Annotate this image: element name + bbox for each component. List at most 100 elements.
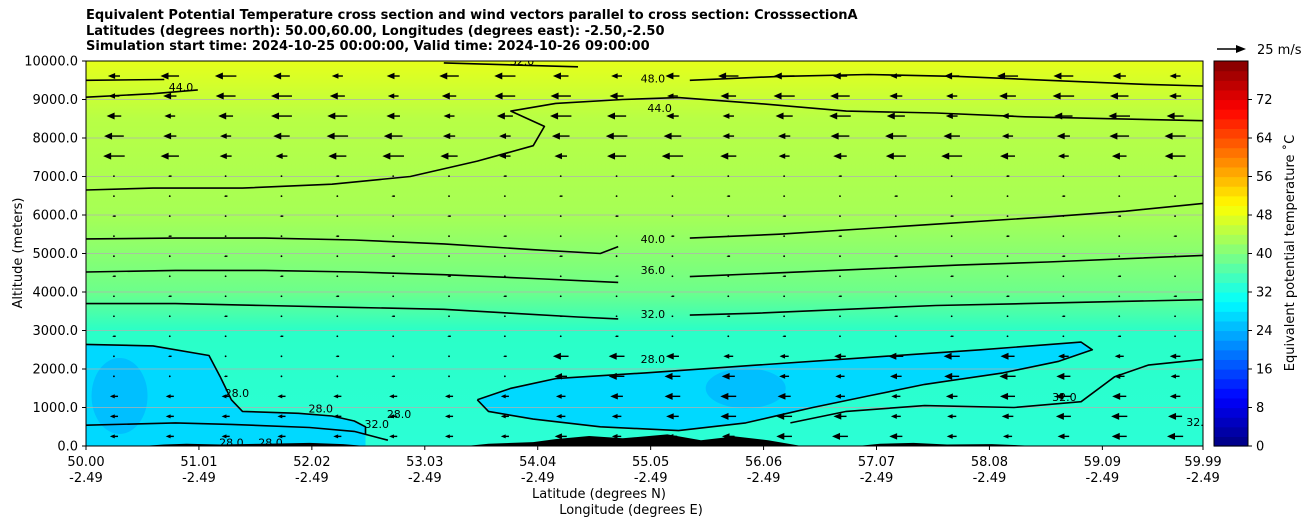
wind-vector-head [389,434,394,439]
wind-vector [615,175,618,178]
wind-vector-head [1117,275,1120,278]
wind-vector [448,195,450,198]
cold-core-fill [705,368,786,409]
wind-vector [1118,315,1121,318]
wind-vector [336,375,339,378]
wind-vector-head [838,295,841,298]
wind-vector-head [552,352,561,360]
wind-vector-head [889,92,898,100]
contour-label: 28.0 [225,387,250,400]
contour-line-28 [476,341,1094,432]
contour-label: 32.0 [641,308,666,321]
contour-line-36 [86,269,619,284]
contour-label: 32.0 [364,418,389,431]
contour-label: 28.0 [258,437,283,450]
wind-vector [839,195,841,198]
wind-vector-head [326,132,335,140]
wind-vector [280,235,283,238]
y-tick-label: 2000.0 [33,363,79,378]
x-tick-label-lon: -2.49 [860,471,894,486]
wind-vector-head [949,275,953,278]
wind-vector [894,335,897,338]
wind-vector [503,375,506,378]
contour-line-52 [443,62,579,68]
wind-vector-head [720,92,729,100]
y-tick-label: 3000.0 [33,324,79,339]
wind-vector-head [894,195,897,198]
wind-vector-head [999,92,1008,100]
wind-vector-head [1005,295,1008,298]
wind-vector-head [720,412,729,420]
wind-vector-head [554,433,562,440]
wind-vector-head [1056,372,1065,380]
wind-vector [615,255,618,258]
contour-labels: 44.048.044.032.040.036.032.028.028.028.0… [169,61,1203,450]
wind-vector-head [496,112,505,120]
wind-vector [1118,255,1121,258]
wind-vector-head [331,73,339,79]
wind-vector-head [1112,72,1121,80]
wind-vector-head [889,433,898,440]
wind-vector [280,355,283,358]
wind-vector-head [273,72,282,80]
wind-vector-head [947,414,953,419]
wind-vector-head [160,152,169,160]
wind-vector-head [1109,132,1118,140]
wind-vector-head [558,255,562,258]
colorbar-band [1214,166,1248,178]
wind-vector-head [1001,133,1009,139]
wind-vector-head [611,73,618,79]
terrain-fill [466,434,802,446]
wind-vector-head [1001,413,1009,420]
wind-vector-head [167,235,171,238]
colorbar-band [1214,128,1248,139]
wind-vector-head [830,132,839,140]
wind-vector-head [554,152,562,160]
wind-vector-head [391,375,394,378]
wind-vector-head [214,72,223,80]
wind-vector-head [665,72,674,80]
x-tick-label-lon: -2.49 [973,471,1007,486]
wind-vector [448,355,450,358]
contour-line-32 [689,298,1203,316]
wind-vector-head [382,152,391,160]
x-axis-label-latitude: Latitude (degrees N) [532,487,666,502]
wind-vector [950,315,953,318]
wind-vector-head [720,392,729,400]
wind-vector [559,235,562,238]
y-tick-label: 4000.0 [33,286,79,301]
contour-line-44 [86,78,165,82]
wind-vector-head [503,235,506,238]
wind-vector-head [551,132,560,140]
wind-vector-head [782,335,785,338]
wind-vector-head [610,393,618,400]
x-tick-label-lon: -2.49 [634,471,668,486]
wind-vector [336,315,339,318]
wind-vector-head [1057,433,1065,440]
wind-vector-head [329,92,338,100]
wind-vector-head [442,133,451,140]
wind-vector-head [834,353,842,360]
wind-vector-head [279,335,282,338]
wind-vector-head [777,393,786,400]
wind-vector [113,375,115,378]
wind-vector [392,355,395,358]
colorbar-band [1214,263,1248,274]
wind-vector-head [894,315,897,318]
wind-vector-head [1000,352,1009,360]
wind-vector-head [279,215,282,218]
wind-vector-head [335,235,338,238]
wind-vector [894,295,897,298]
wind-vector-head [885,132,894,140]
wind-vector-head [1170,374,1176,379]
wind-vector-head [499,153,507,159]
wind-vector [1174,335,1176,338]
wind-vector-head [1058,353,1065,359]
wind-vector [280,175,283,178]
contour-line-48 [689,73,1203,87]
wind-vector [224,295,227,298]
wind-vector-head [383,132,392,140]
wind-vector-head [773,92,782,100]
wind-vector [950,195,953,198]
